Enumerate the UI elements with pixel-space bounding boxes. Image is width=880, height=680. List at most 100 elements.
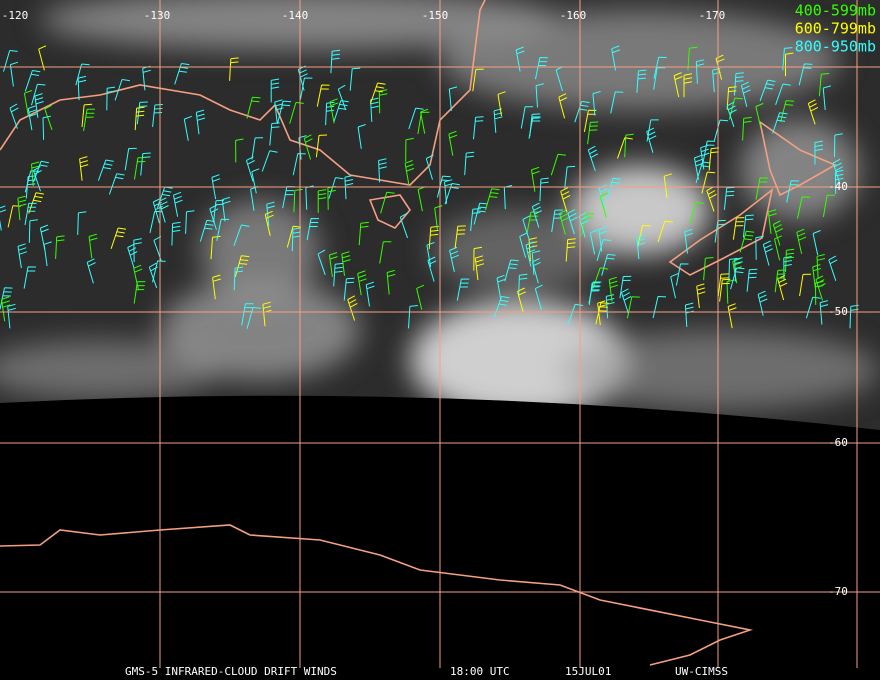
wind-barb bbox=[134, 157, 146, 180]
wind-barb bbox=[565, 238, 576, 262]
wind-barb bbox=[44, 104, 53, 130]
wind-barb bbox=[559, 209, 570, 235]
wind-barb bbox=[133, 238, 142, 263]
wind-barb bbox=[434, 205, 443, 230]
wind-barb bbox=[796, 228, 807, 254]
wind-barb bbox=[386, 269, 396, 295]
wind-barb bbox=[834, 169, 844, 194]
wind-barb bbox=[408, 305, 418, 329]
wind-barb bbox=[818, 73, 830, 97]
wind-barb bbox=[449, 246, 459, 273]
wind-barb bbox=[601, 253, 616, 276]
wind-barb bbox=[739, 230, 755, 253]
wind-barb bbox=[17, 243, 28, 269]
wind-barb bbox=[261, 150, 278, 172]
wind-barb bbox=[535, 83, 545, 108]
wind-barb bbox=[732, 217, 745, 240]
wind-barb bbox=[136, 101, 148, 125]
latitude-label: -70 bbox=[828, 585, 848, 598]
wind-barb bbox=[646, 127, 657, 153]
wind-barb bbox=[610, 91, 624, 114]
wind-barb bbox=[780, 100, 795, 123]
legend-entry: 400-599mb bbox=[795, 2, 876, 20]
wind-barb bbox=[734, 257, 743, 282]
wind-barb bbox=[700, 144, 710, 170]
wind-barb bbox=[653, 67, 666, 90]
wind-barb bbox=[767, 209, 777, 234]
wind-barb bbox=[624, 133, 634, 158]
wind-barb bbox=[740, 81, 751, 107]
wind-barb bbox=[564, 165, 576, 189]
wind-barb bbox=[755, 177, 769, 200]
wind-barb bbox=[246, 307, 262, 329]
wind-barb bbox=[696, 283, 706, 309]
wind-barb bbox=[504, 259, 519, 282]
wind-barb bbox=[517, 287, 526, 313]
wind-barb bbox=[526, 211, 540, 234]
wind-barb bbox=[670, 273, 679, 299]
wind-barb bbox=[695, 161, 711, 184]
wind-barb bbox=[799, 273, 812, 297]
wind-barb bbox=[497, 91, 506, 117]
wind-barb bbox=[595, 302, 609, 325]
wind-barb bbox=[365, 281, 375, 307]
wind-barb bbox=[9, 103, 19, 129]
wind-barb bbox=[370, 97, 379, 122]
wind-barb bbox=[578, 212, 589, 238]
wind-barb bbox=[106, 86, 116, 111]
wind-barb bbox=[822, 194, 836, 218]
wind-barb bbox=[81, 103, 93, 127]
wind-barb bbox=[23, 266, 37, 289]
wind-barb bbox=[539, 177, 549, 202]
wind-barb bbox=[728, 257, 738, 282]
wind-barb bbox=[329, 98, 339, 124]
footer-text: GMS-5 INFRARED-CLOUD DRIFT WINDS bbox=[125, 665, 337, 678]
wind-barb bbox=[587, 145, 599, 172]
wind-barb bbox=[303, 134, 313, 160]
wind-barb bbox=[742, 214, 754, 238]
wind-barb bbox=[241, 303, 254, 326]
footer-text: 15JUL01 bbox=[565, 665, 611, 678]
wind-barb bbox=[772, 220, 784, 246]
wind-barb bbox=[251, 168, 260, 194]
wind-barb bbox=[7, 303, 16, 329]
wind-barb bbox=[785, 52, 794, 77]
wind-barb bbox=[297, 65, 308, 91]
wind-barb bbox=[408, 107, 424, 130]
wind-barb bbox=[719, 278, 731, 302]
longitude-label: -160 bbox=[560, 9, 587, 22]
wind-barb bbox=[807, 99, 819, 125]
wind-barb bbox=[344, 175, 354, 200]
longitude-label: -150 bbox=[422, 9, 449, 22]
wind-barb bbox=[693, 154, 704, 180]
wind-barb bbox=[519, 232, 528, 258]
wind-barb bbox=[473, 116, 484, 140]
wind-barb bbox=[337, 84, 347, 111]
wind-barb bbox=[428, 225, 439, 250]
wind-barb bbox=[174, 63, 190, 85]
wind-barb bbox=[525, 241, 536, 267]
wind-barb bbox=[592, 91, 601, 116]
wind-barb bbox=[264, 210, 274, 236]
wind-barb bbox=[185, 210, 195, 234]
wind-barb bbox=[417, 111, 430, 135]
wind-barb bbox=[683, 73, 692, 98]
wind-barb bbox=[251, 137, 264, 160]
wind-barb bbox=[1, 296, 11, 322]
wind-barb bbox=[689, 202, 704, 224]
wind-barb bbox=[328, 252, 338, 277]
wind-barb bbox=[673, 72, 683, 98]
wind-barb bbox=[269, 122, 280, 146]
wind-barb bbox=[134, 106, 145, 131]
nz-south-island bbox=[668, 188, 774, 276]
wind-barb bbox=[474, 255, 485, 280]
wind-barb bbox=[246, 96, 261, 119]
wind-barb bbox=[229, 57, 239, 81]
wind-barb bbox=[574, 100, 590, 123]
wind-barb bbox=[534, 284, 543, 310]
wind-barb bbox=[404, 160, 415, 185]
wind-barb bbox=[636, 69, 647, 93]
wind-barb bbox=[317, 249, 326, 275]
